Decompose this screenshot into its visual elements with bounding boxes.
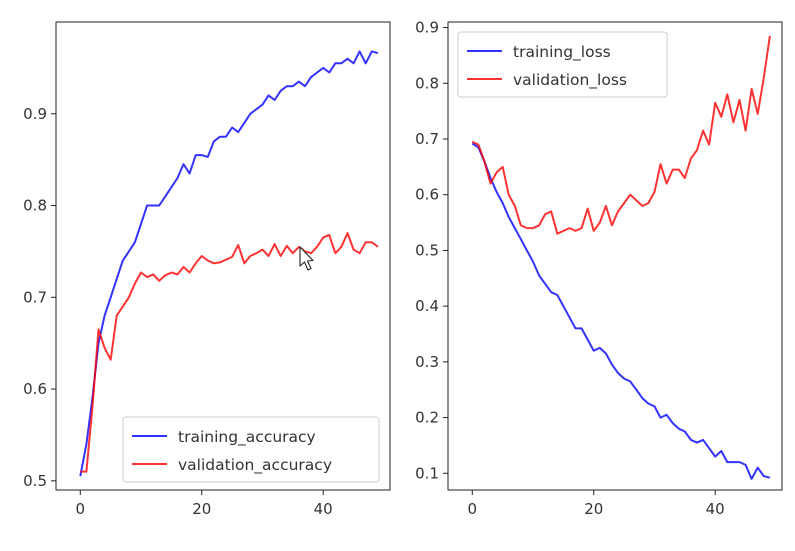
loss-y-tick-label: 0.4 <box>415 297 439 315</box>
validation_accuracy-line <box>80 232 379 473</box>
loss-chart-lines <box>471 35 771 480</box>
training_accuracy-legend-label: training_accuracy <box>178 428 316 447</box>
loss-x-tick-label: 40 <box>706 500 725 518</box>
loss-chart: 0 20 40 0.1 0.2 0.3 0.4 0.5 0.6 0.7 0.8 0.9 trainin… <box>415 19 783 518</box>
loss-y-tick-label: 0.5 <box>415 241 439 259</box>
training_loss-legend-label: training_loss <box>513 43 611 62</box>
accuracy-chart-lines <box>79 50 379 477</box>
accuracy-legend-box <box>122 416 380 483</box>
accuracy-y-tick-label: 0.7 <box>23 288 47 306</box>
accuracy-y-tick-label: 0.8 <box>23 197 47 215</box>
loss-x-tick-label: 20 <box>584 500 603 518</box>
accuracy-chart-frame <box>55 21 391 491</box>
accuracy-x-tick-label: 0 <box>76 500 86 518</box>
loss-legend-box <box>457 31 668 98</box>
accuracy-x-tick-label: 20 <box>192 500 211 518</box>
loss-x-tick-label: 0 <box>468 500 478 518</box>
loss-chart-ticks: 0 20 40 0.1 0.2 0.3 0.4 0.5 0.6 0.7 0.8 0.9 <box>415 19 725 518</box>
accuracy-x-tick-label: 40 <box>314 500 333 518</box>
loss-chart-legend: training_loss validation_loss <box>457 31 668 98</box>
loss-y-tick-label: 0.8 <box>415 74 439 92</box>
validation_accuracy-legend-label: validation_accuracy <box>178 456 332 475</box>
loss-y-tick-label: 0.1 <box>415 464 439 482</box>
accuracy-y-tick-label: 0.6 <box>23 380 47 398</box>
accuracy-chart-legend: training_accuracy validation_accuracy <box>122 416 380 483</box>
mouse-cursor-icon <box>299 246 314 271</box>
validation_loss-line <box>471 35 771 235</box>
training_accuracy-line <box>79 50 379 477</box>
loss-chart-frame <box>447 21 783 491</box>
loss-y-tick-label: 0.9 <box>415 19 439 37</box>
accuracy-y-tick-label: 0.9 <box>23 105 47 123</box>
accuracy-chart: 0 20 40 0.5 0.6 0.7 0.8 0.9 training_accuracyva… <box>23 21 391 518</box>
validation_loss-legend-label: validation_loss <box>513 71 627 90</box>
accuracy-chart-ticks: 0 20 40 0.5 0.6 0.7 0.8 0.9 <box>23 105 333 518</box>
training_loss-line <box>471 142 771 480</box>
loss-y-tick-label: 0.6 <box>415 186 439 204</box>
loss-y-tick-label: 0.3 <box>415 353 439 371</box>
accuracy-y-tick-label: 0.5 <box>23 472 47 490</box>
loss-y-tick-label: 0.2 <box>415 409 439 427</box>
loss-y-tick-label: 0.7 <box>415 130 439 148</box>
